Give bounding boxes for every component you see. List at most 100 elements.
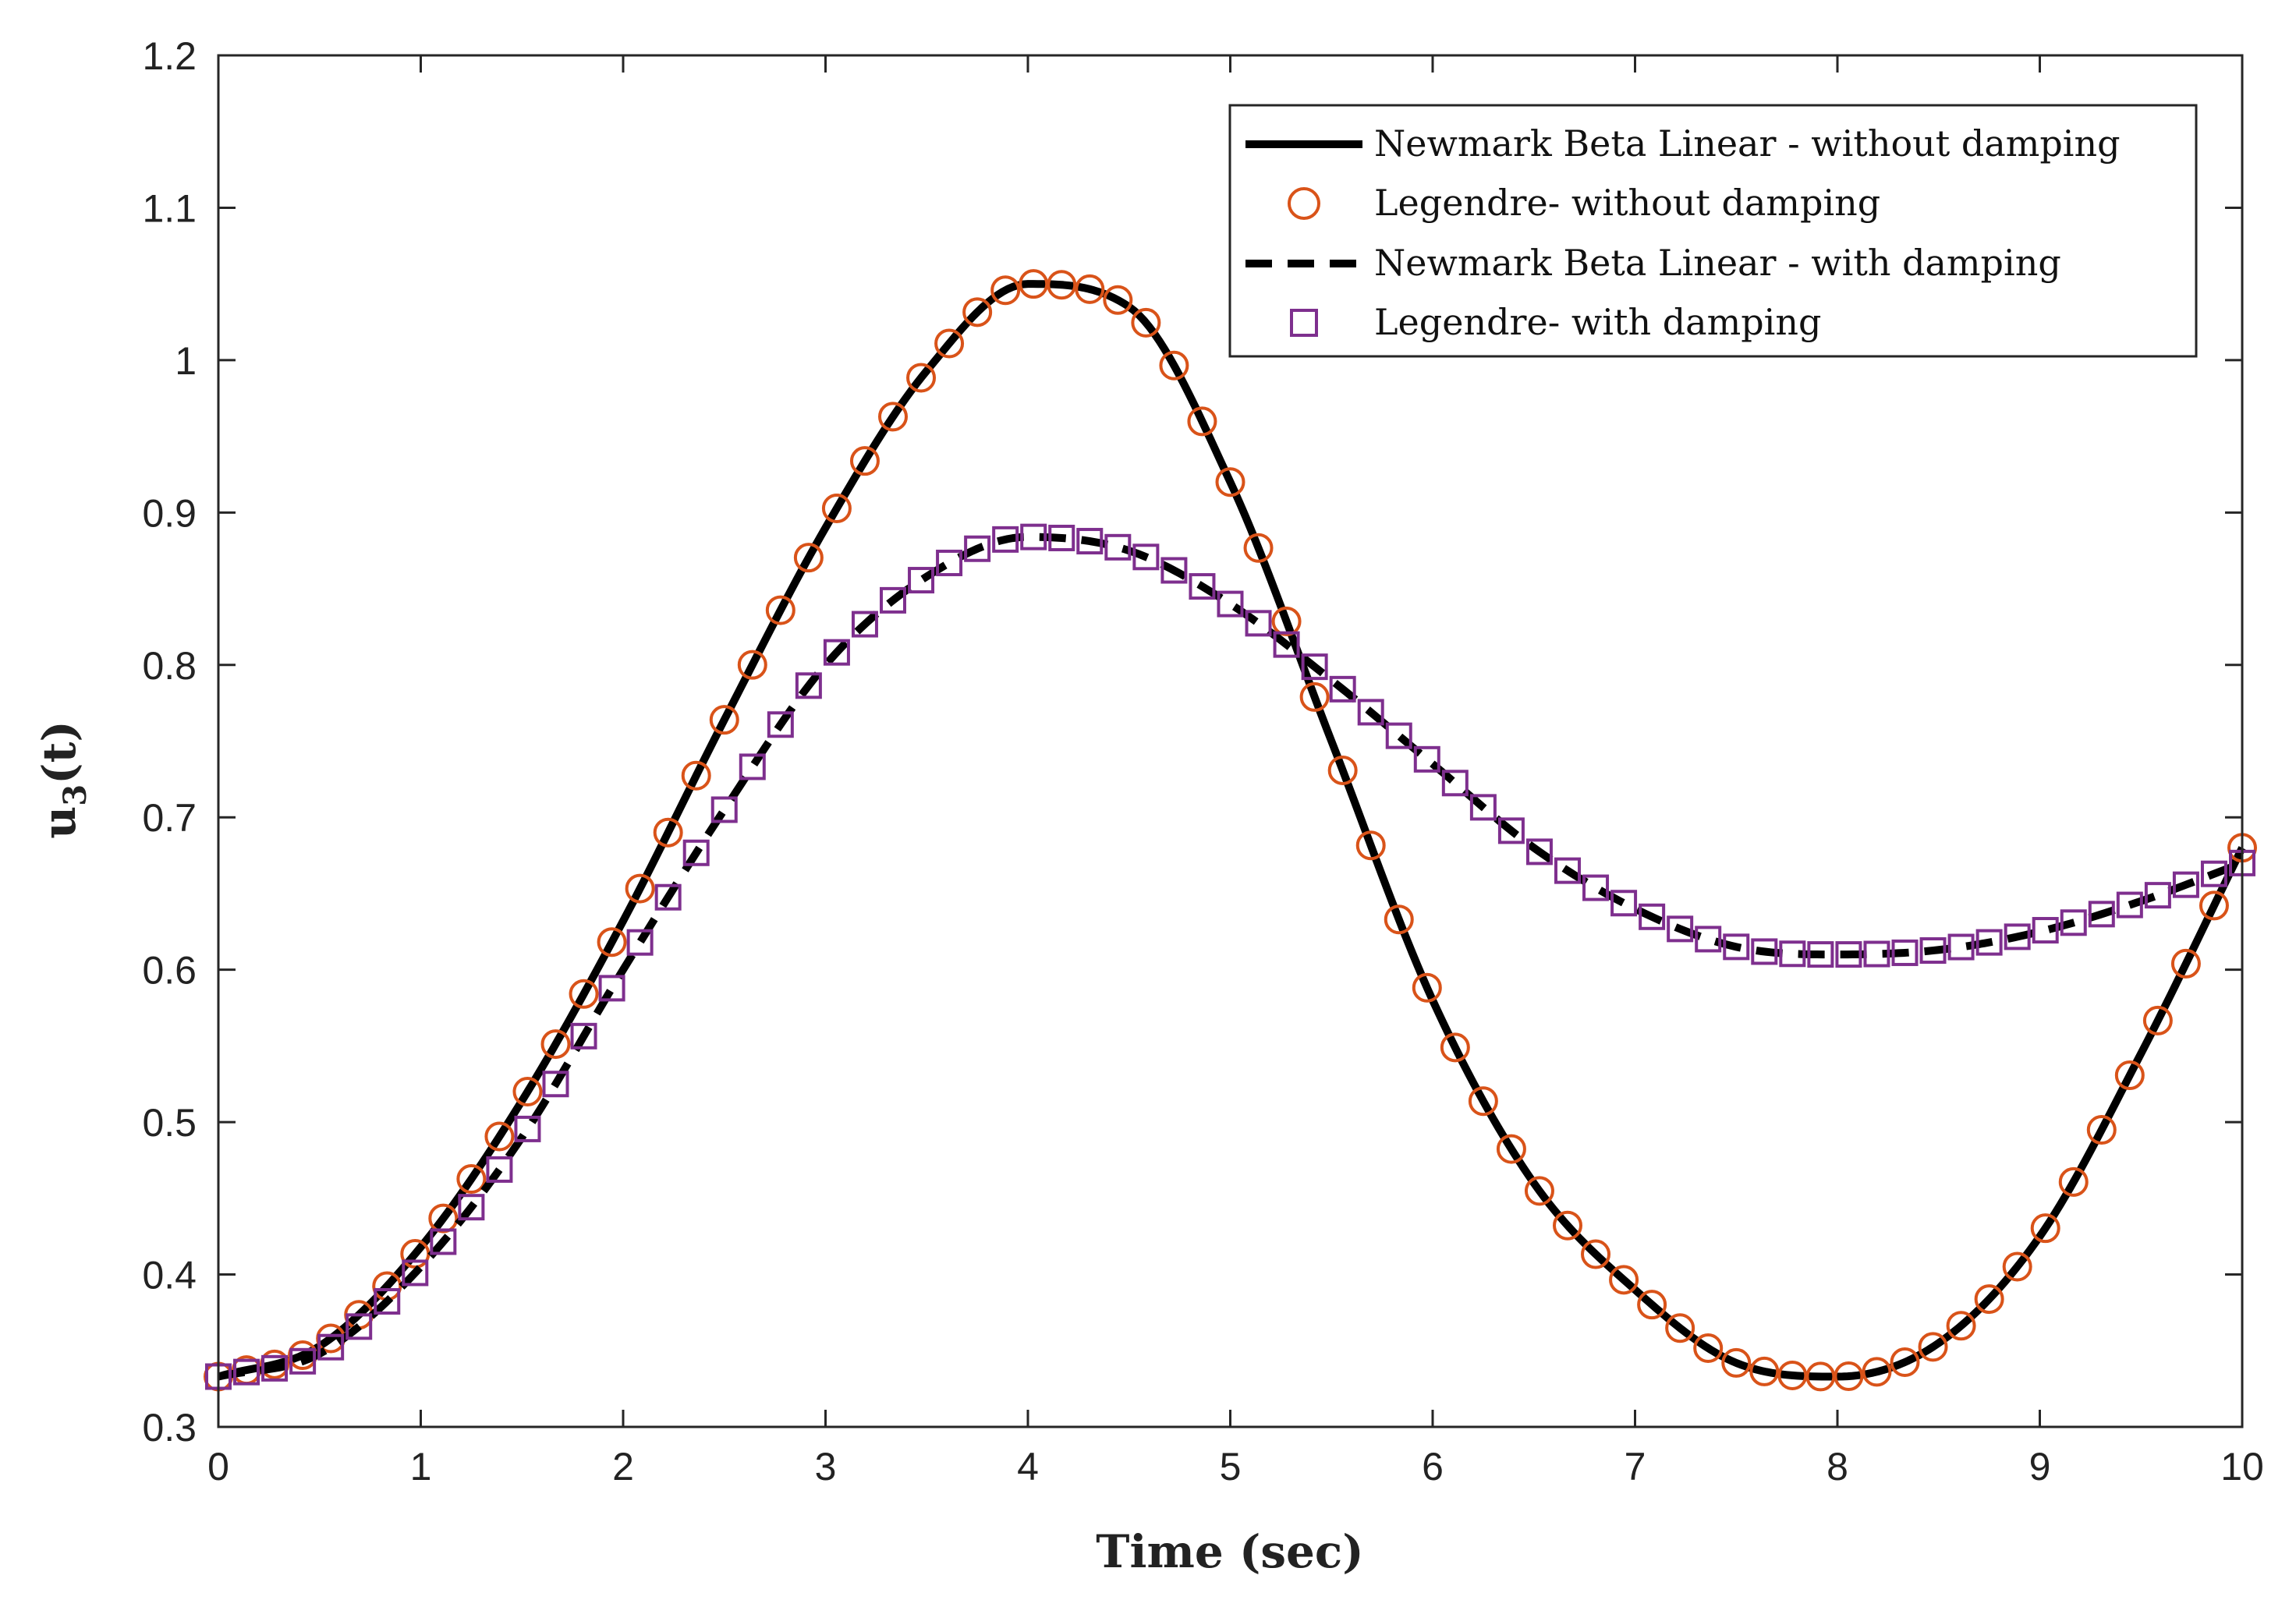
circle-marker bbox=[428, 1203, 459, 1234]
square-marker bbox=[2144, 882, 2171, 909]
circle-marker bbox=[1721, 1347, 1752, 1378]
legend-item-legendre-no-damping: Legendre- without damping bbox=[1288, 182, 1880, 224]
square-marker bbox=[1723, 933, 1750, 961]
circle-marker bbox=[1777, 1360, 1808, 1390]
circle-marker bbox=[709, 705, 739, 735]
circle-marker bbox=[484, 1121, 515, 1152]
x-axis-title: Time (sec) bbox=[1096, 1525, 1363, 1578]
square-marker bbox=[1076, 528, 1104, 555]
square-marker bbox=[1975, 929, 2003, 956]
square-marker bbox=[233, 1358, 260, 1386]
series-markers-legendre-with-damping bbox=[205, 523, 2255, 1390]
square-marker bbox=[1667, 915, 1694, 943]
square-marker bbox=[1217, 590, 1244, 618]
x-tick-label: 6 bbox=[1422, 1445, 1444, 1488]
circle-marker bbox=[1187, 406, 1217, 437]
circle-marker bbox=[1749, 1356, 1780, 1386]
square-marker bbox=[1048, 524, 1075, 551]
y-axis-title-main: u bbox=[33, 806, 86, 839]
square-marker bbox=[1104, 533, 1132, 561]
circle-marker bbox=[2030, 1213, 2060, 1244]
x-tick-label: 1 bbox=[410, 1445, 432, 1488]
y-tick-label: 1 bbox=[175, 339, 197, 383]
square-marker bbox=[514, 1115, 541, 1142]
circle-marker bbox=[1019, 269, 1049, 299]
circle-marker bbox=[1131, 307, 1161, 338]
square-marker bbox=[1751, 938, 1778, 965]
legend-label-newmark-no-damping: Newmark Beta Linear - without damping bbox=[1374, 122, 2121, 165]
x-tick-label: 2 bbox=[612, 1445, 634, 1488]
circle-marker bbox=[1327, 755, 1358, 785]
circle-marker bbox=[1946, 1311, 1976, 1341]
square-marker bbox=[2088, 901, 2115, 928]
square-marker bbox=[430, 1228, 457, 1255]
y-tick-label: 0.7 bbox=[142, 796, 197, 840]
circle-marker bbox=[1637, 1290, 1667, 1320]
y-tick-label: 0.4 bbox=[142, 1254, 197, 1297]
circle-marker bbox=[793, 543, 824, 573]
square-marker bbox=[345, 1313, 373, 1340]
circle-marker bbox=[1665, 1313, 1695, 1343]
square-marker bbox=[936, 549, 963, 576]
square-marker bbox=[1357, 699, 1384, 726]
square-marker bbox=[570, 1022, 597, 1050]
square-marker bbox=[1582, 874, 1610, 901]
square-marker bbox=[654, 883, 682, 911]
square-marker bbox=[880, 586, 906, 614]
square-marker bbox=[1497, 817, 1525, 844]
circle-marker bbox=[1834, 1361, 1864, 1392]
square-marker bbox=[1639, 903, 1666, 930]
x-tick-label: 7 bbox=[1625, 1445, 1646, 1488]
square-marker bbox=[823, 639, 850, 666]
circle-marker bbox=[597, 927, 627, 958]
y-tick-label: 0.3 bbox=[142, 1406, 197, 1450]
square-marker bbox=[1835, 941, 1862, 968]
legend-label-newmark-with-damping: Newmark Beta Linear - with damping bbox=[1374, 242, 2061, 284]
circle-marker bbox=[1412, 972, 1442, 1003]
legend: Newmark Beta Linear - without damping Le… bbox=[1228, 104, 2198, 358]
square-marker bbox=[1245, 610, 1272, 637]
square-marker bbox=[626, 929, 654, 956]
circle-marker bbox=[1468, 1086, 1498, 1117]
circle-marker bbox=[1890, 1347, 1920, 1377]
square-marker bbox=[2172, 871, 2199, 898]
square-marker bbox=[317, 1333, 345, 1361]
circle-marker bbox=[2199, 890, 2229, 921]
x-tick-label: 3 bbox=[815, 1445, 837, 1488]
circle-marker bbox=[1553, 1210, 1582, 1241]
square-marker bbox=[1947, 933, 1975, 961]
x-tick-label: 9 bbox=[2029, 1445, 2051, 1488]
square-marker bbox=[1301, 653, 1328, 681]
circle-marker bbox=[625, 873, 655, 904]
y-tick-label: 1.1 bbox=[142, 186, 197, 230]
circle-marker bbox=[2170, 948, 2201, 979]
square-marker bbox=[261, 1354, 289, 1382]
circle-marker bbox=[1047, 270, 1077, 300]
circle-marker bbox=[1243, 533, 1274, 563]
legend-label-legendre-with-damping: Legendre- with damping bbox=[1374, 301, 1821, 343]
circle-marker bbox=[1496, 1134, 1526, 1164]
square-marker bbox=[1807, 941, 1834, 968]
circle-marker bbox=[1384, 904, 1414, 935]
circle-marker bbox=[1693, 1333, 1724, 1363]
square-marker bbox=[1695, 926, 1722, 953]
square-marker bbox=[682, 839, 710, 866]
y-tick-label: 0.8 bbox=[142, 644, 197, 688]
square-marker bbox=[2060, 909, 2087, 936]
y-axis-title-suffix: (t) bbox=[33, 720, 86, 784]
circle-marker bbox=[1609, 1265, 1639, 1295]
circle-marker bbox=[540, 1029, 571, 1060]
circle-marker bbox=[990, 275, 1021, 306]
square-marker bbox=[486, 1156, 513, 1183]
square-marker bbox=[1273, 631, 1300, 658]
square-marker bbox=[542, 1071, 569, 1098]
square-marker bbox=[2116, 891, 2143, 919]
square-marker bbox=[1413, 745, 1440, 773]
circle-marker bbox=[906, 363, 937, 393]
square-marker bbox=[1525, 838, 1553, 865]
circle-marker bbox=[2086, 1115, 2117, 1145]
circle-marker bbox=[1355, 830, 1386, 861]
circle-marker bbox=[1581, 1239, 1611, 1269]
square-marker bbox=[992, 526, 1019, 553]
circle-marker bbox=[1862, 1357, 1892, 1387]
